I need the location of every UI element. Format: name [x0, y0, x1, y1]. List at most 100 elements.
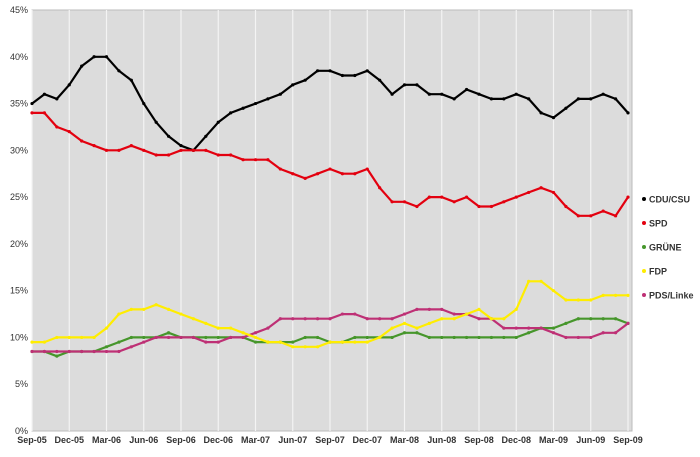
- data-point: [527, 331, 531, 335]
- y-tick-label: 20%: [10, 239, 28, 249]
- data-point: [576, 335, 580, 340]
- data-point: [378, 78, 382, 82]
- data-point: [67, 335, 71, 340]
- x-tick-label: Sep-06: [166, 435, 196, 445]
- data-point: [291, 172, 295, 176]
- data-point: [216, 120, 220, 124]
- data-point: [365, 335, 369, 340]
- data-point: [166, 331, 171, 335]
- data-point: [390, 200, 394, 204]
- data-point: [402, 312, 407, 316]
- data-point: [613, 214, 618, 218]
- data-point: [104, 349, 109, 354]
- data-point: [253, 340, 258, 344]
- data-point: [166, 153, 171, 157]
- data-point: [117, 148, 121, 152]
- data-point: [502, 335, 506, 340]
- data-point: [353, 312, 357, 316]
- data-point: [117, 69, 121, 73]
- data-point: [229, 335, 233, 340]
- data-point: [67, 130, 71, 134]
- data-point: [440, 307, 444, 311]
- data-point: [278, 167, 282, 171]
- data-point: [626, 111, 630, 115]
- data-point: [42, 111, 47, 115]
- data-point: [67, 83, 71, 87]
- data-point: [365, 69, 369, 73]
- data-point: [55, 125, 59, 129]
- data-point: [92, 144, 96, 148]
- data-point: [303, 317, 307, 321]
- data-point: [42, 340, 47, 344]
- data-point: [278, 340, 282, 344]
- data-point: [539, 111, 543, 115]
- data-point: [489, 204, 494, 209]
- data-point: [253, 331, 258, 335]
- data-point: [452, 200, 456, 204]
- data-point: [440, 317, 444, 321]
- data-point: [92, 335, 96, 340]
- data-point: [204, 148, 208, 152]
- data-point: [390, 335, 394, 340]
- data-point: [142, 307, 146, 311]
- data-point: [216, 335, 220, 340]
- data-point: [601, 317, 605, 321]
- x-tick-label: Mar-09: [539, 435, 568, 445]
- data-point: [576, 317, 580, 321]
- data-point: [204, 134, 208, 138]
- y-tick-label: 0%: [15, 426, 28, 436]
- data-point: [551, 326, 556, 330]
- x-tick-label: Mar-08: [390, 435, 419, 445]
- data-point: [104, 326, 109, 330]
- data-point: [229, 326, 233, 330]
- data-point: [315, 345, 320, 349]
- data-point: [477, 317, 481, 321]
- y-tick-label: 5%: [15, 379, 28, 389]
- data-point: [365, 167, 369, 171]
- data-point: [55, 97, 59, 101]
- data-point: [278, 317, 282, 321]
- data-point: [353, 73, 357, 78]
- data-point: [415, 83, 419, 87]
- data-point: [129, 78, 133, 82]
- data-point: [527, 279, 531, 283]
- data-point: [402, 200, 407, 204]
- data-point: [191, 148, 196, 152]
- data-point: [117, 349, 121, 354]
- data-point: [104, 55, 109, 59]
- data-point: [601, 209, 605, 213]
- y-tick-label: 10%: [10, 332, 28, 342]
- data-point: [514, 307, 518, 311]
- x-tick-label: Jun-09: [576, 435, 605, 445]
- data-point: [564, 106, 568, 110]
- data-point: [204, 321, 208, 326]
- data-point: [551, 115, 556, 120]
- data-point: [204, 335, 208, 340]
- data-point: [80, 349, 84, 354]
- data-point: [514, 195, 518, 199]
- data-point: [415, 331, 419, 335]
- legend-marker: [642, 221, 646, 225]
- data-point: [129, 345, 133, 349]
- data-point: [378, 335, 382, 340]
- data-point: [142, 340, 146, 344]
- data-point: [80, 64, 84, 68]
- data-point: [253, 158, 258, 162]
- data-point: [191, 317, 196, 321]
- data-point: [291, 340, 295, 344]
- data-point: [427, 321, 431, 326]
- legend-marker: [642, 293, 646, 297]
- data-point: [502, 326, 506, 330]
- data-point: [166, 307, 171, 311]
- data-point: [328, 167, 332, 171]
- data-point: [626, 195, 630, 199]
- data-point: [539, 326, 543, 330]
- data-point: [42, 349, 47, 354]
- data-point: [303, 335, 307, 340]
- data-point: [527, 190, 531, 195]
- data-point: [502, 317, 506, 321]
- data-point: [30, 349, 34, 354]
- data-point: [402, 321, 407, 326]
- y-tick-label: 45%: [10, 5, 28, 15]
